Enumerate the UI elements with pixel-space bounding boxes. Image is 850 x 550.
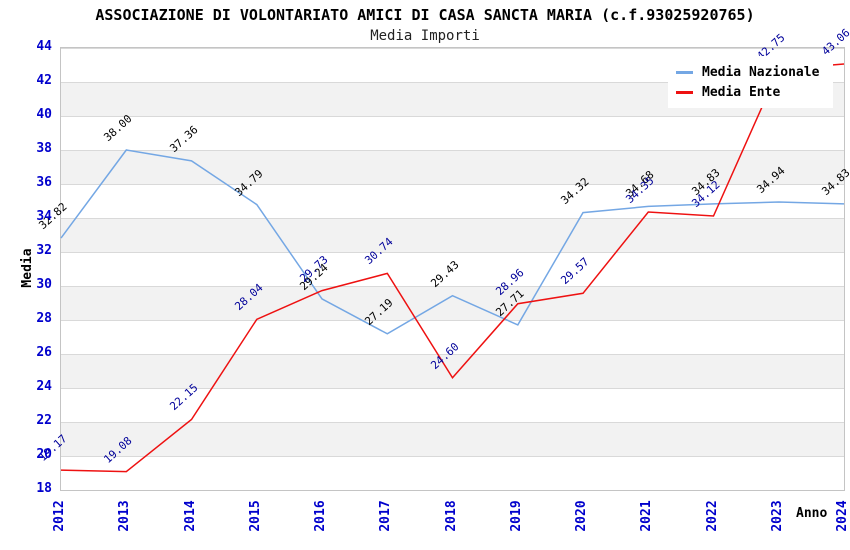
y-tick-label: 40 xyxy=(36,107,52,122)
y-tick-label: 44 xyxy=(36,39,52,54)
series-svg xyxy=(60,63,845,473)
ente-line-swatch-icon xyxy=(676,90,693,94)
y-tick-label: 20 xyxy=(36,447,52,462)
legend-item-media-nazionale: Media Nazionale xyxy=(676,62,819,82)
x-axis-title: Anno xyxy=(796,506,828,521)
chart-subtitle: Media Importi xyxy=(370,28,480,44)
legend: Media Nazionale Media Ente xyxy=(668,56,834,108)
plot-area xyxy=(60,47,845,491)
y-tick-label: 28 xyxy=(36,311,52,326)
x-tick-label: 2019 xyxy=(508,500,524,532)
series-line-media-ente xyxy=(60,63,845,473)
y-tick-label: 18 xyxy=(36,481,52,496)
y-tick-label: 22 xyxy=(36,413,52,428)
x-tick-label: 2012 xyxy=(52,500,67,532)
legend-label: Media Nazionale xyxy=(702,64,820,80)
x-tick-label: 2017 xyxy=(378,500,394,532)
y-tick-label: 26 xyxy=(36,345,52,360)
x-tick-label: 2018 xyxy=(443,500,459,532)
y-tick-label: 30 xyxy=(36,277,52,292)
y-tick-label: 38 xyxy=(36,141,52,156)
x-tick-label: 2016 xyxy=(313,500,328,532)
y-tick-label: 42 xyxy=(36,73,52,88)
legend-label: Media Ente xyxy=(702,84,781,100)
series-line-media-nazionale xyxy=(60,149,845,335)
y-tick-label: 32 xyxy=(36,243,52,258)
x-tick-label: 2013 xyxy=(117,500,133,532)
x-tick-label: 2014 xyxy=(182,500,198,532)
chart-title: ASSOCIAZIONE DI VOLONTARIATO AMICI DI CA… xyxy=(95,6,755,24)
x-tick-label: 2024 xyxy=(835,500,850,532)
nazionale-line-swatch-icon xyxy=(676,70,693,74)
x-tick-label: 2022 xyxy=(704,500,720,532)
x-tick-label: 2015 xyxy=(247,500,263,532)
x-tick-label: 2023 xyxy=(769,500,785,532)
legend-item-media-ente: Media Ente xyxy=(676,82,819,102)
y-tick-label: 36 xyxy=(36,175,52,190)
y-axis-title: Media xyxy=(20,248,35,288)
y-tick-label: 24 xyxy=(36,379,52,394)
y-tick-label: 34 xyxy=(36,209,52,224)
x-tick-label: 2020 xyxy=(574,500,589,532)
x-tick-label: 2021 xyxy=(639,500,655,532)
